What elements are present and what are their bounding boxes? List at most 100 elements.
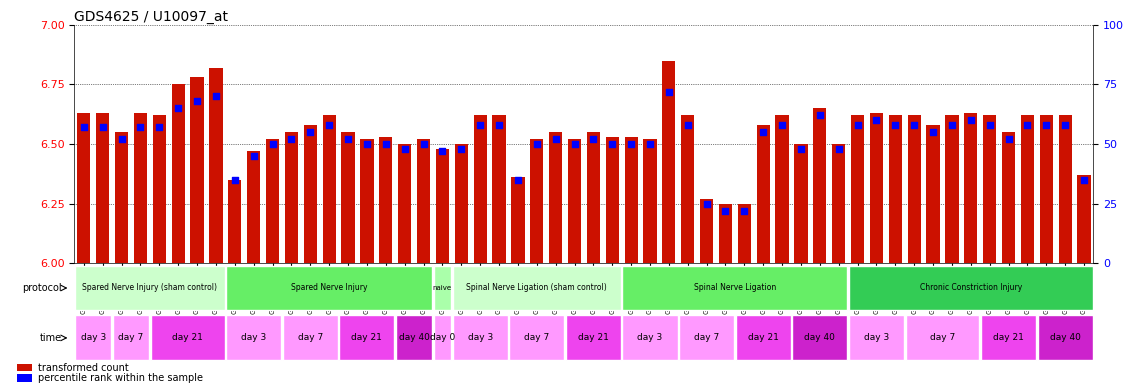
Bar <box>1059 116 1072 263</box>
Point <box>207 93 226 99</box>
Point <box>546 136 564 142</box>
Text: day 21: day 21 <box>578 333 609 343</box>
Point <box>603 141 622 147</box>
Point <box>735 208 753 214</box>
Point <box>263 141 282 147</box>
Text: day 40: day 40 <box>1050 333 1081 343</box>
Bar <box>795 144 807 263</box>
Bar <box>736 316 791 360</box>
Bar <box>586 132 600 263</box>
Text: Spinal Nerve Ligation (sham control): Spinal Nerve Ligation (sham control) <box>466 283 607 293</box>
Point <box>622 141 640 147</box>
Bar <box>77 113 90 263</box>
Bar <box>775 116 789 263</box>
Point <box>395 146 413 152</box>
Point <box>641 141 660 147</box>
Bar <box>679 316 734 360</box>
Text: day 3: day 3 <box>80 333 106 343</box>
Bar <box>285 132 298 263</box>
Bar <box>210 68 222 263</box>
Bar <box>452 266 621 310</box>
Bar <box>870 113 883 263</box>
Point <box>245 153 263 159</box>
Point <box>905 122 923 128</box>
Bar <box>681 116 694 263</box>
Point <box>452 146 471 152</box>
Text: naive: naive <box>433 285 452 291</box>
Point <box>773 122 791 128</box>
Text: Chronic Constriction Injury: Chronic Constriction Injury <box>919 283 1022 293</box>
Bar <box>303 125 317 263</box>
Point <box>414 141 433 147</box>
Point <box>528 141 546 147</box>
Text: day 7: day 7 <box>694 333 719 343</box>
Bar <box>662 61 676 263</box>
Text: day 0: day 0 <box>429 333 455 343</box>
Bar <box>926 125 940 263</box>
Bar <box>96 113 109 263</box>
Bar <box>283 316 338 360</box>
Bar <box>434 316 451 360</box>
Text: day 3: day 3 <box>638 333 663 343</box>
Bar <box>172 84 184 263</box>
Bar <box>417 139 431 263</box>
Bar <box>266 139 279 263</box>
Bar <box>757 125 769 263</box>
Bar <box>76 316 111 360</box>
Bar <box>396 316 432 360</box>
Bar <box>17 364 32 371</box>
Bar <box>361 139 373 263</box>
Point <box>283 136 301 142</box>
Text: transformed count: transformed count <box>38 362 128 372</box>
Bar <box>813 108 827 263</box>
Point <box>112 136 131 142</box>
Text: day 40: day 40 <box>398 333 429 343</box>
Text: GDS4625 / U10097_at: GDS4625 / U10097_at <box>74 10 228 24</box>
Bar <box>379 137 393 263</box>
Text: Spinal Nerve Ligation: Spinal Nerve Ligation <box>694 283 776 293</box>
Bar <box>550 132 562 263</box>
Bar <box>643 139 656 263</box>
Bar <box>492 116 506 263</box>
Bar <box>792 316 847 360</box>
Point <box>339 136 357 142</box>
Point <box>226 177 244 183</box>
Bar <box>848 266 1092 310</box>
Bar <box>190 77 204 263</box>
Bar <box>510 316 564 360</box>
Point <box>132 124 150 131</box>
Point <box>962 117 980 123</box>
Bar <box>323 116 335 263</box>
Bar <box>566 316 621 360</box>
Text: day 21: day 21 <box>352 333 382 343</box>
Bar <box>76 266 224 310</box>
Bar <box>134 113 147 263</box>
Point <box>1056 122 1074 128</box>
Bar <box>530 139 544 263</box>
Point <box>697 200 716 207</box>
Bar <box>436 149 449 263</box>
Point <box>1037 122 1056 128</box>
Point <box>508 177 527 183</box>
Point <box>74 124 93 131</box>
Point <box>1000 136 1018 142</box>
Bar <box>719 204 732 263</box>
Text: day 40: day 40 <box>805 333 836 343</box>
Bar <box>452 316 507 360</box>
Point <box>321 122 339 128</box>
Bar <box>700 199 713 263</box>
Bar <box>247 151 260 263</box>
Text: day 7: day 7 <box>118 333 143 343</box>
Point <box>433 148 451 154</box>
Bar <box>964 113 978 263</box>
Point <box>811 113 829 119</box>
Point <box>924 129 942 135</box>
Bar <box>17 374 32 382</box>
Bar <box>152 116 166 263</box>
Point <box>867 117 885 123</box>
Point <box>357 141 376 147</box>
Bar <box>981 316 1036 360</box>
Point <box>188 98 206 104</box>
Bar <box>113 316 149 360</box>
Bar <box>889 116 902 263</box>
